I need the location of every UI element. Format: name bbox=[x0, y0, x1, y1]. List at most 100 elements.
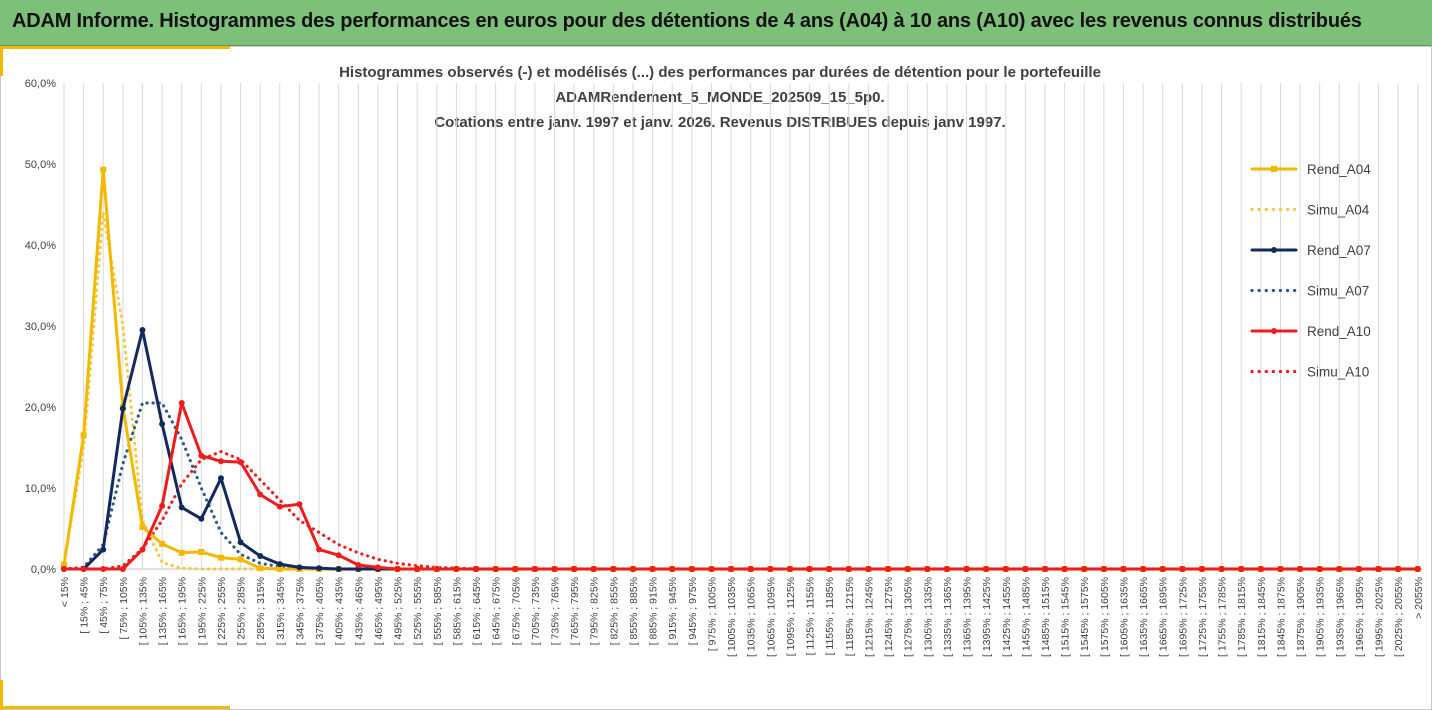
data-point bbox=[61, 566, 67, 572]
data-point bbox=[1414, 566, 1421, 572]
report-title: ADAM Informe. Histogrammes des performan… bbox=[12, 10, 1362, 32]
x-tick-label: [ 15% ; 45% bbox=[79, 577, 91, 634]
data-point bbox=[1022, 566, 1029, 572]
x-tick-label: [ 105% ; 135% bbox=[137, 577, 149, 645]
x-tick-label: [ 1185% ; 1215% bbox=[844, 577, 856, 656]
data-point bbox=[119, 566, 126, 572]
data-point bbox=[100, 566, 107, 572]
data-point bbox=[1375, 566, 1382, 572]
x-tick-label: [ 1785% ; 1815% bbox=[1236, 577, 1248, 657]
x-tick-label: [ 1725% ; 1755% bbox=[1197, 577, 1209, 657]
x-tick-label: [ 855% ; 885% bbox=[628, 577, 640, 645]
x-tick-label: [ 1365% ; 1395% bbox=[962, 577, 974, 657]
x-tick-label: [ 1755% ; 1785% bbox=[1217, 577, 1229, 657]
data-point bbox=[159, 540, 166, 547]
data-point bbox=[1238, 566, 1245, 572]
data-point bbox=[414, 566, 421, 572]
x-tick-label: [ 1845% ; 1875% bbox=[1275, 577, 1287, 657]
data-point bbox=[433, 566, 440, 572]
chart-title-line-2: ADAMRendement_5_MONDE_202509_15_5p0. bbox=[555, 89, 885, 106]
x-tick-label: [ 675% ; 705% bbox=[510, 577, 522, 645]
frame-corner-accent bbox=[0, 46, 230, 49]
x-tick-label: [ 1065% ; 1095% bbox=[765, 577, 777, 657]
data-point bbox=[178, 399, 185, 406]
report-banner: ADAM Informe. Histogrammes des performan… bbox=[0, 0, 1432, 46]
data-point bbox=[1002, 566, 1009, 572]
x-tick-label: [ 1575% ; 1605% bbox=[1099, 577, 1111, 657]
data-point bbox=[159, 502, 166, 509]
data-point bbox=[257, 491, 264, 498]
data-point bbox=[708, 566, 715, 572]
x-tick-label: [ 375% ; 405% bbox=[314, 577, 326, 645]
data-point bbox=[394, 566, 401, 572]
legend-marker bbox=[1271, 328, 1277, 334]
data-point bbox=[786, 566, 793, 572]
x-tick-label: [ 1395% ; 1425% bbox=[981, 577, 993, 657]
x-tick-label: [ 75% ; 105% bbox=[118, 577, 130, 639]
data-point bbox=[139, 546, 146, 553]
legend-label-rend_a04: Rend_A04 bbox=[1307, 162, 1371, 177]
data-point bbox=[1395, 566, 1402, 572]
x-tick-label: [ 1005% ; 1035% bbox=[726, 577, 738, 657]
legend-label-simu_a07: Simu_A07 bbox=[1307, 284, 1369, 299]
x-tick-label: [ 525% ; 555% bbox=[412, 577, 424, 645]
x-tick-label: [ 915% ; 945% bbox=[667, 577, 679, 645]
data-point bbox=[629, 566, 636, 572]
data-point bbox=[571, 566, 578, 572]
data-point bbox=[276, 566, 283, 572]
series-line-rend_a10 bbox=[62, 401, 1420, 571]
data-point bbox=[1316, 566, 1323, 572]
x-tick-label: [ 1035% ; 1065% bbox=[746, 577, 758, 657]
data-point bbox=[1336, 566, 1343, 572]
data-point bbox=[296, 501, 303, 508]
data-point bbox=[512, 566, 519, 572]
data-point bbox=[1218, 566, 1225, 572]
data-point bbox=[198, 515, 205, 522]
x-tick-label: [ 165% ; 195% bbox=[177, 577, 189, 645]
data-point bbox=[237, 556, 244, 563]
x-tick-label: [ 975% ; 1005% bbox=[706, 577, 718, 651]
x-tick-label: [ 315% ; 345% bbox=[275, 577, 287, 645]
data-point bbox=[217, 458, 224, 465]
x-tick-label: [ 1275% ; 1305% bbox=[903, 577, 915, 657]
data-point bbox=[590, 566, 597, 572]
x-tick-label: [ 1095% ; 1125% bbox=[785, 577, 797, 656]
frame-corner-accent bbox=[0, 706, 230, 709]
x-tick-label: [ 135% ; 165% bbox=[157, 577, 169, 645]
data-point bbox=[335, 566, 342, 572]
data-point bbox=[924, 566, 931, 572]
chart-title-line-3: Cotations entre janv. 1997 et janv. 2026… bbox=[434, 114, 1006, 131]
data-point bbox=[198, 452, 205, 459]
data-point bbox=[1198, 566, 1205, 572]
data-point bbox=[1179, 566, 1186, 572]
x-tick-label: [ 765% ; 795% bbox=[569, 577, 581, 645]
x-tick-label: [ 1215% ; 1245% bbox=[863, 577, 875, 657]
x-tick-label: [ 1905% ; 1935% bbox=[1315, 577, 1327, 657]
x-tick-label: > 2055% bbox=[1413, 577, 1425, 619]
x-tick-label: [ 1875% ; 1905% bbox=[1295, 577, 1307, 657]
x-tick-label: [ 795% ; 825% bbox=[589, 577, 601, 645]
data-point bbox=[885, 566, 892, 572]
data-point bbox=[316, 565, 323, 572]
data-point bbox=[80, 432, 87, 439]
data-point bbox=[473, 566, 480, 572]
series-line-rend_a07 bbox=[62, 328, 1420, 571]
legend-label-rend_a07: Rend_A07 bbox=[1307, 243, 1371, 258]
data-point bbox=[747, 566, 754, 572]
x-tick-label: [ 705% ; 735% bbox=[530, 577, 542, 645]
x-tick-label: < 15% bbox=[59, 577, 71, 607]
data-point bbox=[1100, 566, 1107, 572]
x-tick-label: [ 255% ; 285% bbox=[236, 577, 248, 645]
data-point bbox=[335, 552, 342, 559]
legend-label-simu_a04: Simu_A04 bbox=[1307, 203, 1370, 218]
data-point bbox=[61, 561, 67, 568]
data-point bbox=[139, 523, 146, 530]
x-tick-label: [ 735% ; 765% bbox=[550, 577, 562, 645]
series-line-simu_a07 bbox=[62, 401, 1420, 571]
data-point bbox=[257, 553, 264, 560]
x-tick-label: [ 225% ; 255% bbox=[216, 577, 228, 645]
data-point bbox=[1042, 566, 1048, 572]
data-point bbox=[139, 327, 146, 334]
x-tick-label: [ 945% ; 975% bbox=[687, 577, 699, 645]
